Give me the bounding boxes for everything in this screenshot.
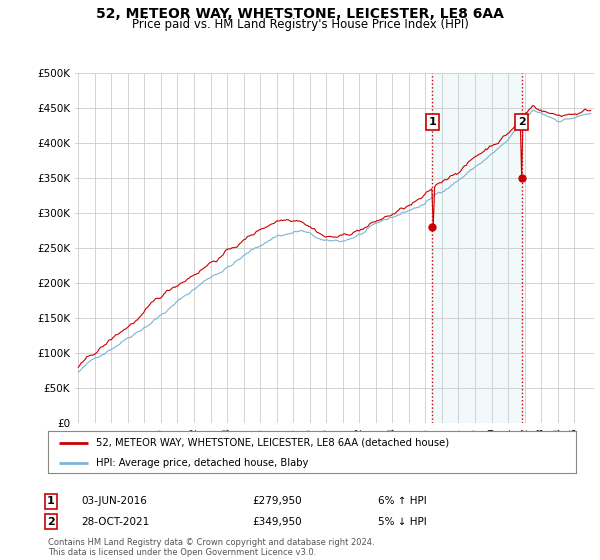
Text: 6% ↑ HPI: 6% ↑ HPI xyxy=(378,496,427,506)
Text: 1: 1 xyxy=(47,496,55,506)
Text: 2: 2 xyxy=(47,517,55,527)
Text: £279,950: £279,950 xyxy=(252,496,302,506)
Text: 28-OCT-2021: 28-OCT-2021 xyxy=(81,517,149,527)
Text: 2: 2 xyxy=(518,117,526,127)
Text: 03-JUN-2016: 03-JUN-2016 xyxy=(81,496,147,506)
Text: Price paid vs. HM Land Registry's House Price Index (HPI): Price paid vs. HM Land Registry's House … xyxy=(131,18,469,31)
Text: 52, METEOR WAY, WHETSTONE, LEICESTER, LE8 6AA: 52, METEOR WAY, WHETSTONE, LEICESTER, LE… xyxy=(96,7,504,21)
Text: 5% ↓ HPI: 5% ↓ HPI xyxy=(378,517,427,527)
Text: 52, METEOR WAY, WHETSTONE, LEICESTER, LE8 6AA (detached house): 52, METEOR WAY, WHETSTONE, LEICESTER, LE… xyxy=(95,438,449,448)
Bar xyxy=(433,73,522,423)
Text: HPI: Average price, detached house, Blaby: HPI: Average price, detached house, Blab… xyxy=(95,458,308,468)
Text: Contains HM Land Registry data © Crown copyright and database right 2024.
This d: Contains HM Land Registry data © Crown c… xyxy=(48,538,374,557)
Text: 1: 1 xyxy=(428,117,436,127)
Text: £349,950: £349,950 xyxy=(252,517,302,527)
